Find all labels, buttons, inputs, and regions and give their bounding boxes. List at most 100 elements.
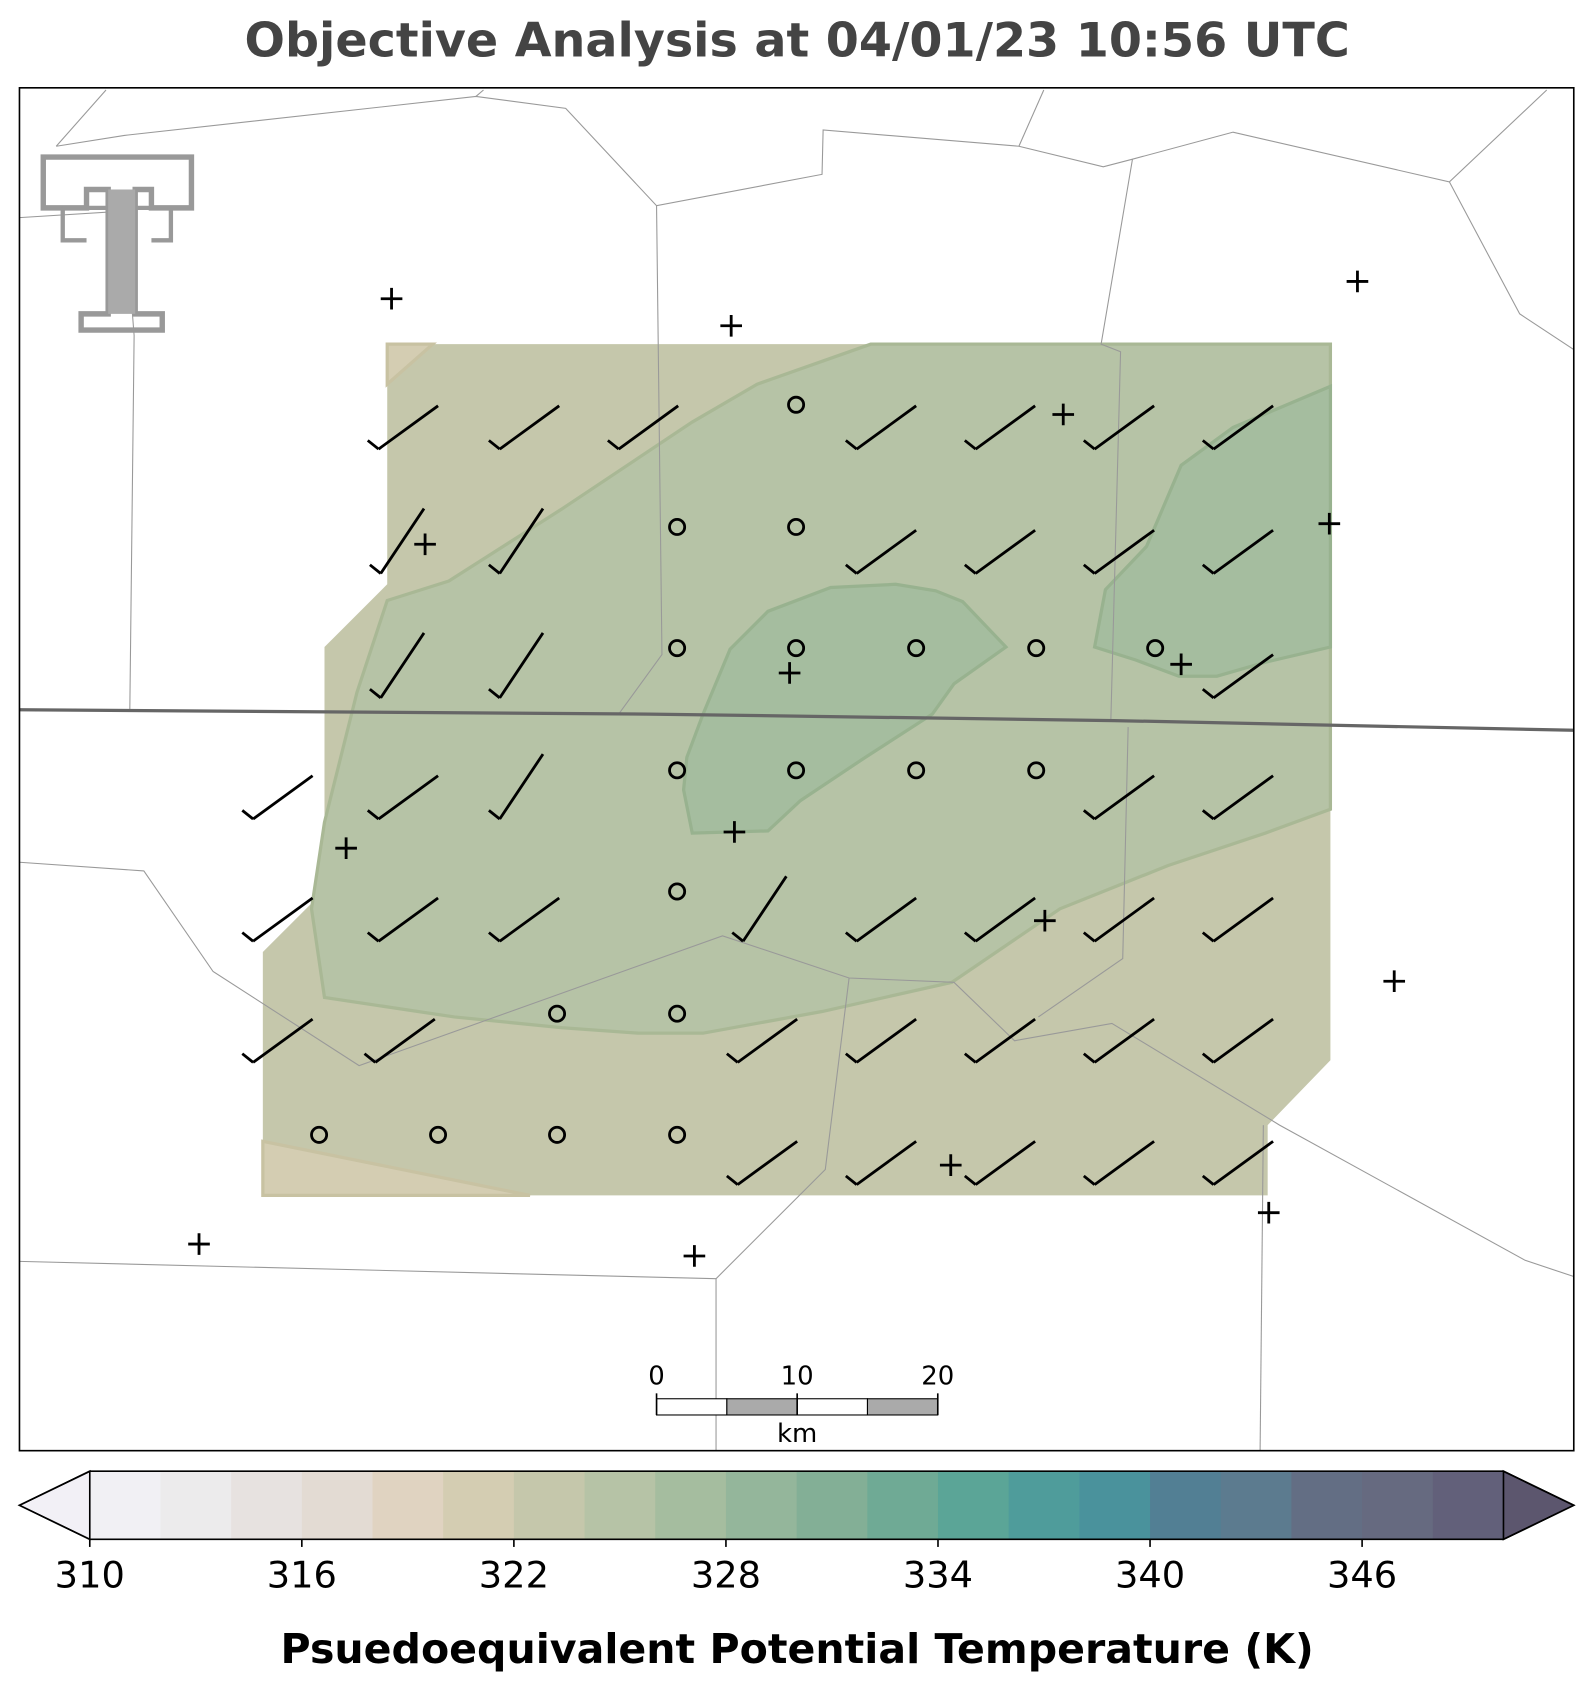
wind-barb (844, 1017, 917, 1064)
wind-barb (241, 896, 314, 943)
colorbar-bin (1008, 1471, 1080, 1540)
calm-station (548, 1004, 567, 1023)
wind-barb (1082, 529, 1155, 575)
colorbar-tick-label: 310 (55, 1554, 125, 1597)
wind-barb (1082, 404, 1155, 451)
colorbar-bin (584, 1471, 656, 1540)
colorbar: 310 316 322 328 334 340 346 (17, 1469, 1576, 1597)
colorbar-tick-label: 346 (1327, 1554, 1397, 1597)
colorbar-bin (1432, 1471, 1505, 1540)
calm-station (907, 761, 926, 780)
map: 0 10 20 km (18, 87, 1575, 1452)
wind-barb (844, 404, 917, 451)
colorbar-bin (1291, 1471, 1363, 1540)
colorbar-bin (372, 1471, 444, 1540)
colorbar-tick-label: 334 (903, 1554, 973, 1597)
calm-station (787, 761, 806, 780)
scale-tick-label: 0 (648, 1362, 665, 1392)
colorbar-bin (725, 1471, 798, 1540)
station-marker (414, 533, 436, 556)
wind-barb (488, 896, 561, 943)
wind-barb (1201, 896, 1274, 943)
wind-barb (369, 632, 426, 699)
colorbar-bin (443, 1471, 515, 1540)
scale-tick-label: 10 (781, 1362, 814, 1392)
wind-barb (1201, 1140, 1274, 1186)
title: Objective Analysis at 04/01/23 10:56 UTC (245, 13, 1350, 68)
wind-barb (1082, 896, 1155, 943)
colorbar-bin (301, 1471, 374, 1540)
colorbar-bin (1220, 1471, 1292, 1540)
station-marker (1170, 653, 1192, 676)
wind-barb (488, 632, 545, 699)
wind-barb (366, 404, 439, 451)
scale-tick-label: 20 (921, 1362, 954, 1392)
scale-segment (866, 1398, 939, 1416)
wind-barb (1201, 1017, 1274, 1064)
wind-barb (1082, 1017, 1155, 1064)
station-marker (778, 662, 801, 684)
wind-barb (366, 896, 439, 943)
calm-station (1146, 639, 1165, 658)
station-marker (1034, 909, 1056, 932)
colorbar-tick-label: 340 (1115, 1554, 1185, 1597)
calm-station (787, 517, 806, 536)
wind-barb (363, 1017, 436, 1064)
wind-barb (488, 507, 545, 575)
colorbar-bin (937, 1471, 1010, 1540)
wind-barb (1201, 404, 1274, 451)
county-borders (19, 89, 1575, 1451)
contour-fill (261, 1139, 531, 1198)
wind-barb (369, 507, 426, 575)
scale-segment (796, 1398, 869, 1416)
wind-barb (241, 774, 314, 821)
colorbar-bin (89, 1471, 162, 1540)
calm-station (907, 639, 926, 658)
calm-station (310, 1125, 329, 1144)
wind-barb (1082, 774, 1155, 821)
colorbar-bin (1150, 1471, 1222, 1540)
colorbar-bin (867, 1471, 939, 1540)
colorbar-bin (160, 1471, 232, 1540)
map-frame (18, 87, 1575, 1452)
station-marker (723, 821, 746, 843)
colorbar-label: Psuedoequivalent Potential Temperature (… (281, 1625, 1314, 1673)
station-marker (335, 837, 357, 860)
station-marker (939, 1154, 962, 1176)
wind-barb (488, 753, 545, 821)
calm-station (429, 1125, 448, 1144)
calm-station (668, 761, 687, 780)
scale-bar: 0 10 20 km (648, 1362, 954, 1449)
colorbar-bin (796, 1471, 868, 1540)
wind-barb (844, 1140, 917, 1186)
scale-segment (656, 1398, 728, 1416)
calm-station (668, 639, 687, 658)
wind-barb (1201, 653, 1274, 699)
station-marker (380, 287, 403, 310)
station-marker (1257, 1201, 1280, 1224)
wind-barb (963, 896, 1036, 943)
station-marker (720, 314, 743, 337)
station-marker (1383, 970, 1406, 993)
wind-barb (241, 1017, 314, 1064)
wind-barb (963, 404, 1036, 451)
calm-station (787, 395, 806, 414)
colorbar-extend-high (1502, 1469, 1576, 1541)
colorbar-bin (513, 1471, 586, 1540)
wind-barb (725, 1140, 798, 1186)
calm-station (668, 882, 687, 901)
wind-barb (1082, 1140, 1155, 1186)
station-marker (1318, 512, 1341, 535)
wind-barb (963, 529, 1036, 575)
station-marker (1052, 403, 1075, 426)
wind-barb (1201, 774, 1274, 821)
state-border (19, 708, 1574, 732)
calm-station (668, 517, 687, 536)
wind-barb (366, 774, 439, 821)
wind-barb (606, 404, 680, 451)
scale-segment (726, 1398, 798, 1416)
logo (40, 154, 195, 333)
contour-fill (681, 582, 1009, 835)
